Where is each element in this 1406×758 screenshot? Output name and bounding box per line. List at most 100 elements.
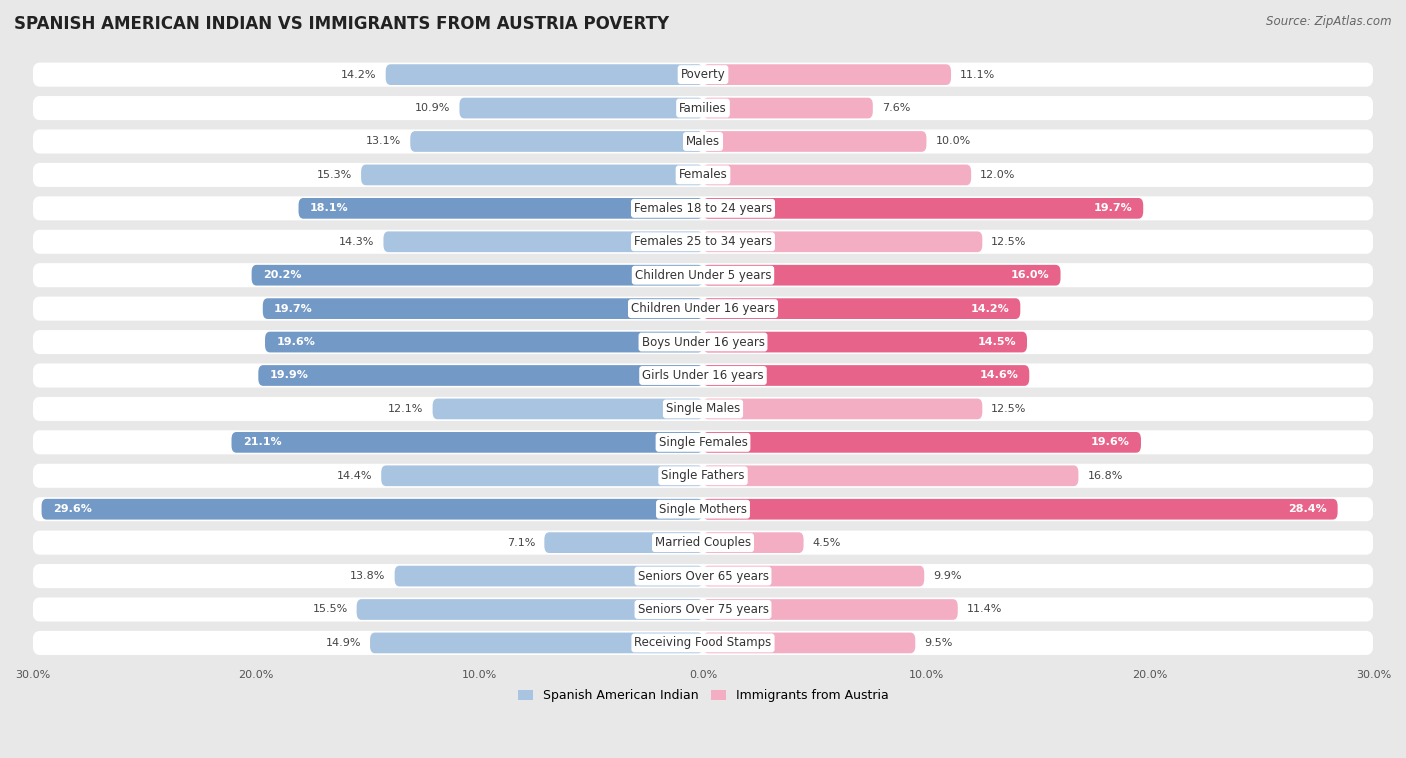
Text: Single Males: Single Males [666,402,740,415]
Text: Receiving Food Stamps: Receiving Food Stamps [634,637,772,650]
FancyBboxPatch shape [32,196,1374,221]
Text: 10.0%: 10.0% [935,136,970,146]
FancyBboxPatch shape [32,63,1374,86]
Text: Females: Females [679,168,727,181]
FancyBboxPatch shape [703,365,1029,386]
Text: 7.1%: 7.1% [508,537,536,547]
FancyBboxPatch shape [252,265,703,286]
FancyBboxPatch shape [32,163,1374,187]
Text: 14.9%: 14.9% [326,638,361,648]
FancyBboxPatch shape [370,633,703,653]
Text: 19.7%: 19.7% [1094,203,1132,213]
Text: 21.1%: 21.1% [243,437,281,447]
Text: 14.3%: 14.3% [339,236,374,247]
Text: 4.5%: 4.5% [813,537,841,547]
Text: Boys Under 16 years: Boys Under 16 years [641,336,765,349]
FancyBboxPatch shape [703,399,983,419]
Text: 14.5%: 14.5% [977,337,1017,347]
FancyBboxPatch shape [703,231,983,252]
FancyBboxPatch shape [703,298,1021,319]
Text: 19.6%: 19.6% [1091,437,1130,447]
Text: Single Females: Single Females [658,436,748,449]
Text: 14.4%: 14.4% [337,471,373,481]
FancyBboxPatch shape [32,431,1374,454]
Text: 12.5%: 12.5% [991,404,1026,414]
FancyBboxPatch shape [460,98,703,118]
FancyBboxPatch shape [32,497,1374,522]
FancyBboxPatch shape [264,332,703,352]
FancyBboxPatch shape [703,332,1026,352]
FancyBboxPatch shape [298,198,703,219]
FancyBboxPatch shape [32,363,1374,387]
FancyBboxPatch shape [411,131,703,152]
FancyBboxPatch shape [395,565,703,587]
Text: 11.1%: 11.1% [960,70,995,80]
Text: 14.6%: 14.6% [979,371,1018,381]
Text: 15.3%: 15.3% [316,170,352,180]
FancyBboxPatch shape [32,397,1374,421]
Text: Seniors Over 75 years: Seniors Over 75 years [637,603,769,616]
Text: 12.0%: 12.0% [980,170,1015,180]
Text: 28.4%: 28.4% [1288,504,1326,514]
Text: 12.5%: 12.5% [991,236,1026,247]
FancyBboxPatch shape [384,231,703,252]
FancyBboxPatch shape [32,230,1374,254]
Text: Source: ZipAtlas.com: Source: ZipAtlas.com [1267,15,1392,28]
Text: Single Fathers: Single Fathers [661,469,745,482]
FancyBboxPatch shape [32,130,1374,154]
Text: 16.8%: 16.8% [1087,471,1123,481]
Text: 16.0%: 16.0% [1011,270,1049,280]
FancyBboxPatch shape [32,531,1374,555]
Text: 9.5%: 9.5% [924,638,953,648]
FancyBboxPatch shape [703,265,1060,286]
Text: 19.9%: 19.9% [270,371,308,381]
Text: Females 18 to 24 years: Females 18 to 24 years [634,202,772,215]
Text: 20.2%: 20.2% [263,270,301,280]
FancyBboxPatch shape [544,532,703,553]
FancyBboxPatch shape [703,599,957,620]
FancyBboxPatch shape [232,432,703,453]
Text: 15.5%: 15.5% [312,604,347,615]
FancyBboxPatch shape [433,399,703,419]
Text: 13.8%: 13.8% [350,571,385,581]
Text: Children Under 5 years: Children Under 5 years [634,268,772,282]
FancyBboxPatch shape [32,564,1374,588]
Legend: Spanish American Indian, Immigrants from Austria: Spanish American Indian, Immigrants from… [513,684,893,707]
FancyBboxPatch shape [263,298,703,319]
Text: Girls Under 16 years: Girls Under 16 years [643,369,763,382]
Text: 13.1%: 13.1% [366,136,401,146]
FancyBboxPatch shape [703,565,924,587]
Text: 19.7%: 19.7% [274,304,312,314]
Text: SPANISH AMERICAN INDIAN VS IMMIGRANTS FROM AUSTRIA POVERTY: SPANISH AMERICAN INDIAN VS IMMIGRANTS FR… [14,15,669,33]
FancyBboxPatch shape [357,599,703,620]
FancyBboxPatch shape [703,198,1143,219]
FancyBboxPatch shape [703,98,873,118]
FancyBboxPatch shape [703,532,804,553]
FancyBboxPatch shape [703,465,1078,486]
Text: 9.9%: 9.9% [934,571,962,581]
Text: Families: Families [679,102,727,114]
Text: Children Under 16 years: Children Under 16 years [631,302,775,315]
FancyBboxPatch shape [32,464,1374,488]
Text: 11.4%: 11.4% [967,604,1002,615]
FancyBboxPatch shape [703,633,915,653]
FancyBboxPatch shape [259,365,703,386]
Text: Seniors Over 65 years: Seniors Over 65 years [637,569,769,583]
FancyBboxPatch shape [32,597,1374,622]
Text: 10.9%: 10.9% [415,103,450,113]
FancyBboxPatch shape [32,631,1374,655]
Text: Females 25 to 34 years: Females 25 to 34 years [634,235,772,249]
FancyBboxPatch shape [32,96,1374,120]
Text: 14.2%: 14.2% [970,304,1010,314]
FancyBboxPatch shape [703,131,927,152]
FancyBboxPatch shape [385,64,703,85]
Text: 7.6%: 7.6% [882,103,910,113]
FancyBboxPatch shape [32,263,1374,287]
Text: Poverty: Poverty [681,68,725,81]
Text: Males: Males [686,135,720,148]
FancyBboxPatch shape [32,296,1374,321]
FancyBboxPatch shape [361,164,703,185]
FancyBboxPatch shape [42,499,703,519]
FancyBboxPatch shape [703,432,1142,453]
FancyBboxPatch shape [703,164,972,185]
